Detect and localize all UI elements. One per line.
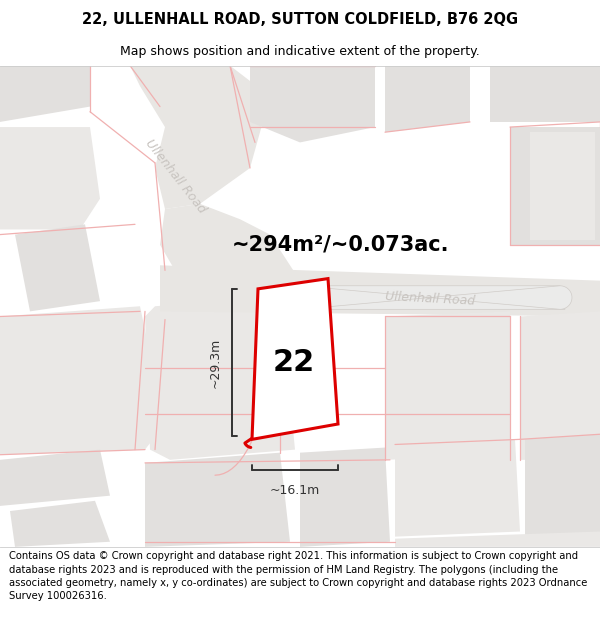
Polygon shape xyxy=(510,127,600,245)
Polygon shape xyxy=(530,132,595,240)
Polygon shape xyxy=(385,311,510,460)
Polygon shape xyxy=(10,501,110,547)
Polygon shape xyxy=(395,531,600,547)
Polygon shape xyxy=(525,434,600,537)
Polygon shape xyxy=(252,279,338,439)
Text: 22, ULLENHALL ROAD, SUTTON COLDFIELD, B76 2QG: 22, ULLENHALL ROAD, SUTTON COLDFIELD, B7… xyxy=(82,12,518,27)
Polygon shape xyxy=(0,127,100,229)
Polygon shape xyxy=(0,306,165,455)
Text: Ullenhall Road: Ullenhall Road xyxy=(385,290,475,308)
Polygon shape xyxy=(160,204,300,291)
Text: Map shows position and indicative extent of the property.: Map shows position and indicative extent… xyxy=(120,45,480,58)
Polygon shape xyxy=(145,296,295,460)
Polygon shape xyxy=(385,66,470,132)
Polygon shape xyxy=(250,66,375,142)
Polygon shape xyxy=(15,224,100,311)
Polygon shape xyxy=(300,286,572,309)
Polygon shape xyxy=(145,452,290,547)
Polygon shape xyxy=(300,448,390,547)
Text: ~29.3m: ~29.3m xyxy=(209,338,222,388)
Polygon shape xyxy=(160,265,600,316)
Polygon shape xyxy=(520,311,600,460)
Text: ~294m²/~0.073ac.: ~294m²/~0.073ac. xyxy=(231,235,449,255)
Text: Ullenhall Road: Ullenhall Road xyxy=(142,137,208,216)
Polygon shape xyxy=(490,66,600,122)
Polygon shape xyxy=(0,449,110,506)
Polygon shape xyxy=(0,66,90,122)
Polygon shape xyxy=(130,66,270,209)
Polygon shape xyxy=(300,286,565,309)
Text: Contains OS data © Crown copyright and database right 2021. This information is : Contains OS data © Crown copyright and d… xyxy=(9,551,587,601)
Text: 22: 22 xyxy=(273,348,315,378)
Text: ~16.1m: ~16.1m xyxy=(270,484,320,498)
Polygon shape xyxy=(395,439,520,537)
